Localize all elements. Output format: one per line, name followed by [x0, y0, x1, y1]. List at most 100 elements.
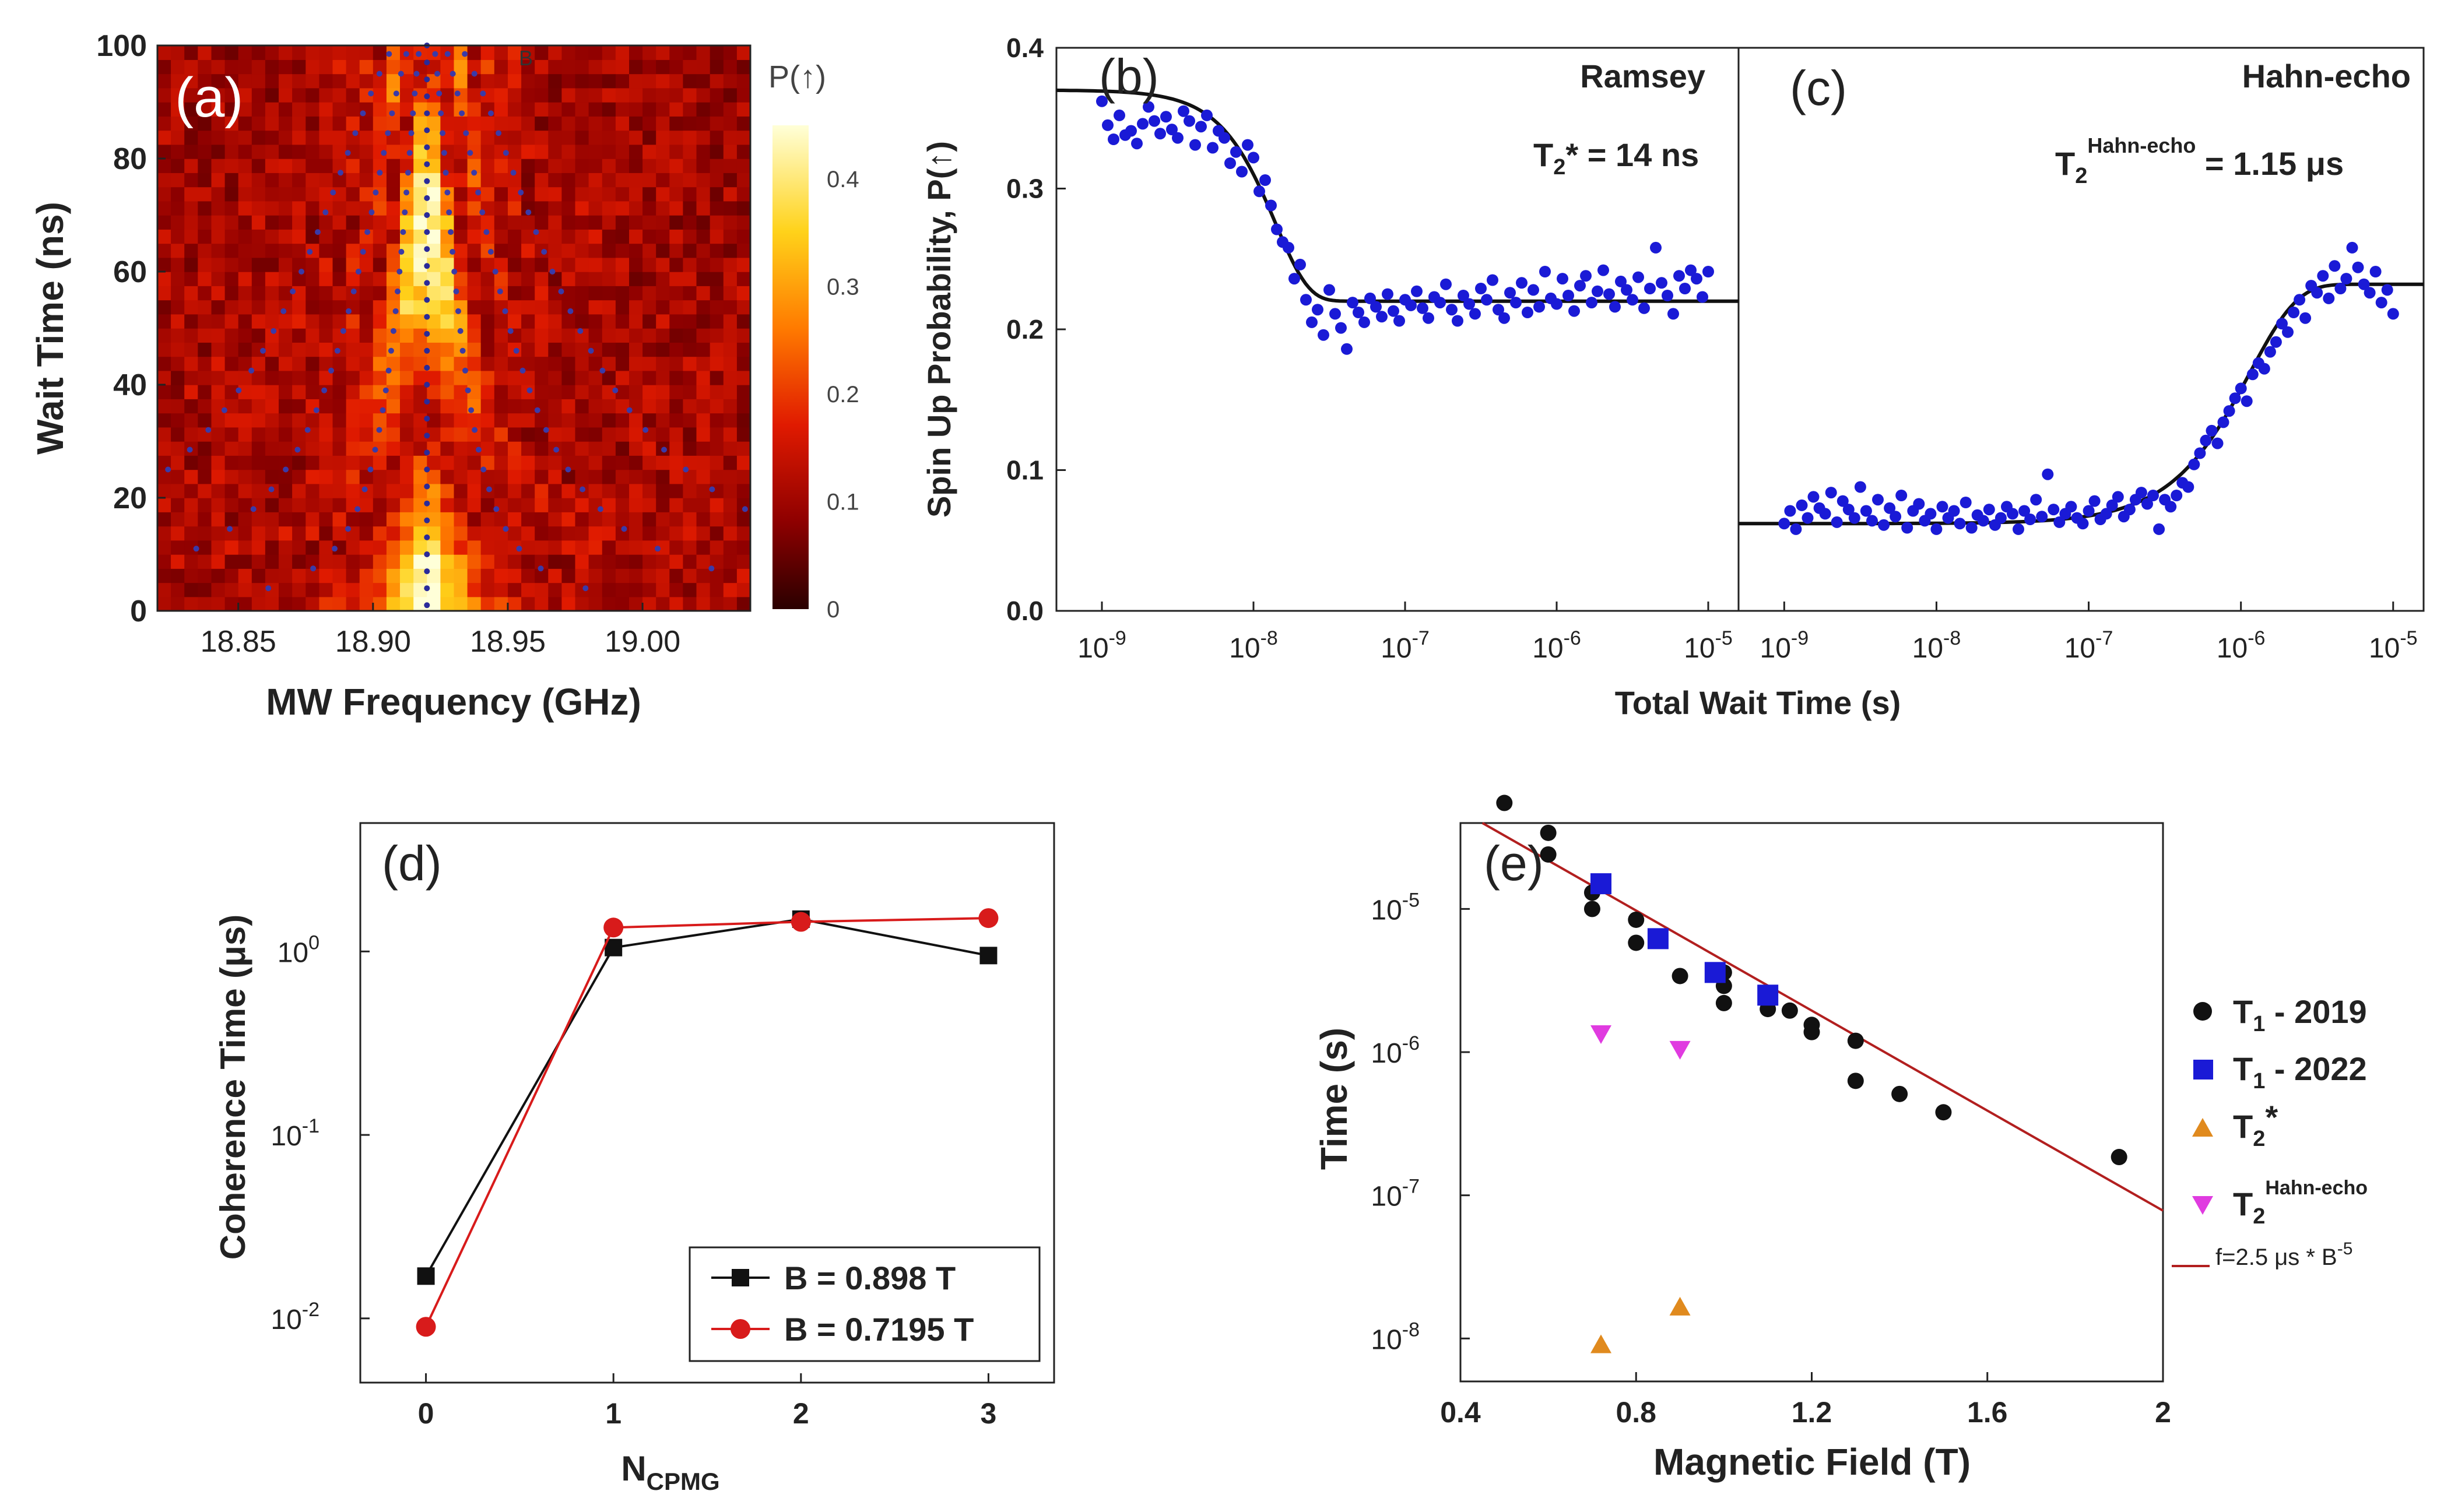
heatmap-cell	[413, 399, 427, 414]
data-point	[1802, 512, 1814, 524]
heatmap-cell	[359, 554, 374, 569]
center-line-dot	[424, 314, 430, 320]
data-point	[1434, 297, 1446, 309]
heatmap-cell	[480, 73, 495, 89]
data-point-circle	[1672, 968, 1688, 984]
heatmap-cell	[736, 568, 751, 583]
heatmap-cell	[656, 87, 670, 103]
heatmap-cell	[346, 102, 360, 117]
heatmap-cell	[386, 243, 401, 258]
heatmap-cell	[508, 498, 522, 512]
heatmap-cell	[238, 455, 252, 470]
heatmap-cell	[265, 385, 279, 399]
heatmap-cell	[629, 229, 643, 244]
heatmap-cell	[521, 469, 535, 484]
heatmap-cell	[615, 102, 630, 117]
heatmap-cell	[279, 582, 293, 597]
heatmap-cell	[575, 130, 589, 145]
heatmap-cell	[373, 512, 387, 527]
chevron-dot	[403, 51, 409, 57]
heatmap-cell	[292, 116, 306, 131]
data-point	[1195, 121, 1207, 133]
heatmap-cell	[467, 455, 482, 470]
heatmap-cell	[696, 215, 711, 230]
data-point	[1102, 119, 1114, 131]
data-point	[2235, 382, 2247, 395]
heatmap-cell	[521, 144, 535, 159]
heatmap-cell	[575, 512, 589, 527]
heatmap-cell	[561, 427, 576, 442]
heatmap-cell	[615, 441, 630, 456]
heatmap-cell	[306, 498, 319, 512]
heatmap-cell	[332, 370, 347, 385]
heatmap-cell	[454, 173, 468, 188]
heatmap-cell	[669, 144, 683, 159]
data-point	[1353, 307, 1364, 318]
chevron-dot	[457, 328, 463, 334]
heatmap-cell	[508, 87, 522, 103]
heatmap-cell	[198, 59, 212, 75]
heatmap-cell	[710, 512, 724, 527]
center-line-dot	[424, 144, 430, 150]
heatmap-cell	[427, 187, 441, 202]
heatmap-cell	[171, 399, 185, 414]
heatmap-cell	[683, 59, 697, 75]
heatmap-cell	[642, 257, 656, 272]
heatmap-cell	[251, 385, 266, 399]
heatmap-cell	[440, 356, 455, 371]
heatmap-cell	[561, 272, 576, 286]
heatmap-cell	[696, 116, 711, 131]
heatmap-cell	[292, 385, 306, 399]
chevron-dot	[396, 269, 403, 275]
data-point	[1149, 115, 1160, 127]
x-tick-label: 10-5	[2369, 627, 2418, 664]
heatmap-cell	[575, 441, 589, 456]
data-point	[2036, 511, 2048, 523]
heatmap-cell	[198, 130, 212, 145]
heatmap-cell	[588, 59, 603, 75]
heatmap-cell	[413, 540, 427, 555]
heatmap-cell	[413, 356, 427, 371]
heatmap-cell	[157, 370, 171, 385]
hahn-t2-value: = 1.15 μs	[2196, 145, 2344, 182]
heatmap-cell	[400, 568, 414, 583]
heatmap-cell	[696, 201, 711, 216]
data-point	[1878, 519, 1890, 531]
heatmap-cell	[683, 469, 697, 484]
data-point	[2123, 504, 2136, 516]
heatmap-cell	[171, 342, 185, 357]
heatmap-cell	[669, 215, 683, 230]
heatmap-cell	[319, 441, 333, 456]
heatmap-cell	[238, 286, 252, 301]
heatmap-cell	[386, 596, 401, 611]
heatmap-cell	[386, 328, 401, 343]
heatmap-cell	[602, 427, 616, 442]
chevron-dot	[459, 110, 465, 117]
heatmap-cell	[386, 554, 401, 569]
heatmap-cell	[629, 45, 643, 60]
chevron-dot	[446, 209, 452, 216]
data-point	[2030, 494, 2042, 506]
heatmap-cell	[467, 215, 482, 230]
heatmap-cell	[521, 399, 535, 414]
heatmap-cell	[251, 314, 266, 329]
colorbar-tick-label: 0	[827, 597, 840, 623]
heatmap-cell	[723, 215, 738, 230]
heatmap-cell	[427, 540, 441, 555]
chevron-dot	[310, 565, 317, 572]
data-point	[1866, 515, 1878, 527]
heatmap-cell	[386, 116, 401, 131]
data-point	[1172, 132, 1184, 144]
heatmap-cell	[238, 568, 252, 583]
heatmap-cell	[211, 540, 226, 555]
heatmap-cell	[440, 272, 455, 286]
x-tick-label: 18.85	[201, 625, 276, 659]
heatmap-cell	[696, 102, 711, 117]
data-point	[1819, 508, 1831, 520]
heatmap-cell	[251, 130, 266, 145]
heatmap-cell	[238, 498, 252, 512]
data-point	[1137, 118, 1149, 130]
heatmap-cell	[427, 300, 441, 315]
heatmap-cell	[454, 116, 468, 131]
data-point-circle	[1540, 824, 1557, 841]
